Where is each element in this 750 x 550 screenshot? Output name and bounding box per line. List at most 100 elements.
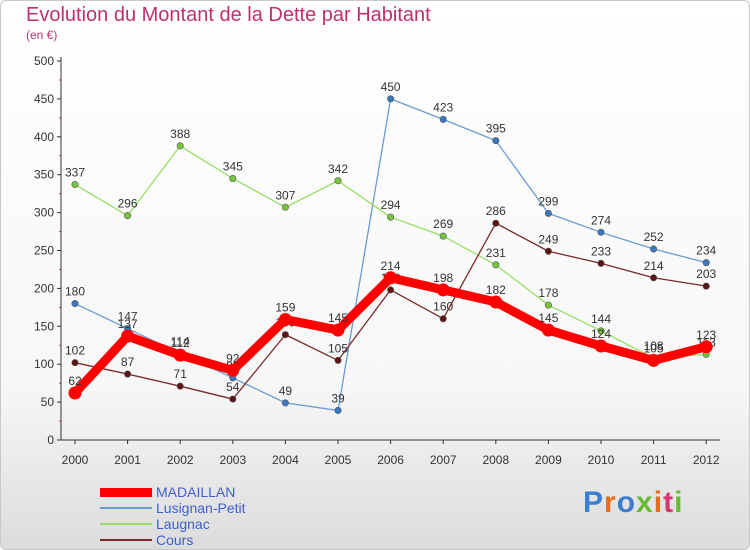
data-label-lusignan-petit: 114 xyxy=(171,335,190,349)
data-point-lusignan-petit xyxy=(439,115,447,123)
data-label-lusignan-petit: 180 xyxy=(65,285,85,299)
data-label-cours: 105 xyxy=(328,341,348,355)
data-point-laugnac xyxy=(281,203,289,211)
data-label-lusignan-petit: 147 xyxy=(118,310,138,324)
x-tick-label: 2010 xyxy=(588,453,615,467)
data-label-lusignan-petit: 39 xyxy=(331,391,345,405)
legend-swatch-madaillan xyxy=(100,487,152,497)
data-label-cours: 71 xyxy=(174,367,188,381)
y-tick-label: 250 xyxy=(34,244,54,258)
data-label-cours: 214 xyxy=(644,259,664,273)
x-tick-label: 2001 xyxy=(114,453,141,467)
x-tick-label: 2005 xyxy=(325,453,352,467)
data-label-madaillan: 137 xyxy=(118,317,138,331)
data-label-cours: 249 xyxy=(538,232,558,246)
data-point-madaillan xyxy=(489,295,503,309)
data-label-laugnac: 231 xyxy=(486,246,506,260)
data-point-lusignan-petit xyxy=(492,137,500,145)
data-label-madaillan: 62 xyxy=(68,374,82,388)
x-tick-label: 2002 xyxy=(167,453,194,467)
data-label-madaillan: 124 xyxy=(591,327,611,341)
data-point-laugnac xyxy=(334,177,342,185)
data-point-lusignan-petit xyxy=(387,95,395,103)
data-label-madaillan: 214 xyxy=(381,259,401,273)
data-point-madaillan xyxy=(121,329,135,343)
data-label-laugnac: 337 xyxy=(65,166,85,180)
data-point-cours xyxy=(124,370,132,378)
data-label-lusignan-petit: 450 xyxy=(381,80,401,94)
data-point-madaillan xyxy=(278,312,292,326)
data-label-laugnac: 178 xyxy=(538,286,558,300)
legend-swatch-lusignan-petit xyxy=(100,507,152,509)
data-label-madaillan: 145 xyxy=(328,311,348,325)
data-label-lusignan-petit: 299 xyxy=(538,194,558,208)
data-point-madaillan xyxy=(436,283,450,297)
data-point-lusignan-petit xyxy=(71,300,79,308)
legend-label-madaillan: MADAILLAN xyxy=(156,484,236,500)
data-label-madaillan: 92 xyxy=(226,351,240,365)
data-point-cours xyxy=(387,286,395,294)
data-label-madaillan: 123 xyxy=(696,328,716,342)
x-tick-label: 2009 xyxy=(535,453,562,467)
data-point-laugnac xyxy=(71,181,79,189)
data-label-cours: 233 xyxy=(591,244,611,258)
data-point-madaillan xyxy=(647,353,661,367)
data-point-cours xyxy=(176,382,184,390)
series-line-cours xyxy=(74,222,707,400)
data-label-laugnac: 294 xyxy=(381,198,401,212)
data-label-lusignan-petit: 423 xyxy=(433,100,453,114)
y-tick-label: 500 xyxy=(34,54,54,68)
y-tick-label: 100 xyxy=(34,357,54,371)
data-label-laugnac: 388 xyxy=(170,127,190,141)
data-point-lusignan-petit xyxy=(702,259,710,267)
chart-subtitle: (en €) xyxy=(26,28,58,42)
data-point-cours xyxy=(544,247,552,255)
y-tick-label: 150 xyxy=(34,319,54,333)
data-label-laugnac: 144 xyxy=(591,312,611,326)
data-label-cours: 286 xyxy=(486,204,506,218)
data-label-cours: 54 xyxy=(226,380,240,394)
data-point-cours xyxy=(650,274,658,282)
chart-title: Evolution du Montant de la Dette par Hab… xyxy=(26,4,431,26)
data-point-cours xyxy=(71,359,79,367)
proxiti-logo: Proxiti xyxy=(583,486,684,519)
legend-swatch-laugnac xyxy=(100,523,152,525)
line-chart: 0 50 100 150 200 250 300 350 400 450 500 2000 2001 20… xyxy=(34,54,720,467)
data-point-laugnac xyxy=(229,174,237,182)
data-label-lusignan-petit: 395 xyxy=(486,122,506,136)
series-line-lusignan-petit xyxy=(74,98,707,412)
data-point-madaillan xyxy=(331,323,345,337)
data-point-madaillan xyxy=(594,339,608,353)
x-tick-label: 2012 xyxy=(693,453,720,467)
data-point-cours xyxy=(492,219,500,227)
data-point-laugnac xyxy=(124,212,132,220)
x-tick-label: 2004 xyxy=(272,453,299,467)
data-point-lusignan-petit xyxy=(597,228,605,236)
x-tick-label: 2011 xyxy=(641,453,667,467)
data-label-cours: 160 xyxy=(433,300,453,314)
y-tick-label: 200 xyxy=(34,281,54,295)
data-label-madaillan: 145 xyxy=(538,311,558,325)
data-point-laugnac xyxy=(387,213,395,221)
data-point-madaillan xyxy=(541,323,555,337)
y-tick-label: 300 xyxy=(34,206,54,220)
data-label-cours: 203 xyxy=(696,267,716,281)
x-tick-label: 2006 xyxy=(377,453,404,467)
data-label-laugnac: 108 xyxy=(644,339,664,353)
data-point-cours xyxy=(229,395,237,403)
legend-label-lusignan-petit: Lusignan-Petit xyxy=(156,500,246,516)
data-label-lusignan-petit: 252 xyxy=(644,230,664,244)
data-label-lusignan-petit: 49 xyxy=(279,384,293,398)
x-tick-label: 2008 xyxy=(482,453,509,467)
legend-swatch-cours xyxy=(100,539,152,541)
y-tick-label: 400 xyxy=(34,130,54,144)
data-label-laugnac: 342 xyxy=(328,162,348,176)
data-point-cours xyxy=(702,282,710,290)
y-tick-label: 50 xyxy=(41,395,55,409)
data-label-madaillan: 198 xyxy=(433,271,453,285)
data-label-madaillan: 112 xyxy=(171,336,190,350)
data-point-madaillan xyxy=(384,271,398,285)
data-point-laugnac xyxy=(176,142,184,150)
data-point-cours xyxy=(597,259,605,267)
